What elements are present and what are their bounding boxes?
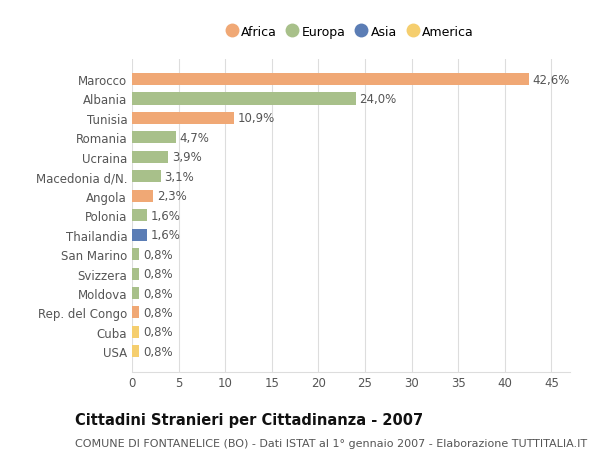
- Bar: [132, 346, 139, 358]
- Text: 1,6%: 1,6%: [151, 229, 181, 241]
- Bar: [132, 112, 233, 125]
- Bar: [132, 190, 154, 202]
- Text: Cittadini Stranieri per Cittadinanza - 2007: Cittadini Stranieri per Cittadinanza - 2…: [75, 413, 423, 428]
- Bar: [132, 229, 147, 241]
- Bar: [132, 307, 139, 319]
- Text: 3,9%: 3,9%: [172, 151, 202, 164]
- Text: 0,8%: 0,8%: [143, 248, 173, 261]
- Text: 0,8%: 0,8%: [143, 345, 173, 358]
- Bar: [132, 93, 356, 105]
- Bar: [132, 151, 169, 163]
- Bar: [132, 74, 529, 86]
- Text: COMUNE DI FONTANELICE (BO) - Dati ISTAT al 1° gennaio 2007 - Elaborazione TUTTIT: COMUNE DI FONTANELICE (BO) - Dati ISTAT …: [75, 438, 587, 448]
- Legend: Africa, Europa, Asia, America: Africa, Europa, Asia, America: [224, 22, 478, 43]
- Text: 3,1%: 3,1%: [164, 170, 194, 184]
- Text: 2,3%: 2,3%: [157, 190, 187, 203]
- Bar: [132, 132, 176, 144]
- Bar: [132, 171, 161, 183]
- Text: 24,0%: 24,0%: [359, 93, 397, 106]
- Text: 10,9%: 10,9%: [238, 112, 275, 125]
- Text: 0,8%: 0,8%: [143, 287, 173, 300]
- Bar: [132, 268, 139, 280]
- Text: 0,8%: 0,8%: [143, 268, 173, 280]
- Text: 0,8%: 0,8%: [143, 326, 173, 339]
- Bar: [132, 248, 139, 261]
- Text: 1,6%: 1,6%: [151, 209, 181, 222]
- Bar: [132, 326, 139, 338]
- Bar: [132, 210, 147, 222]
- Text: 0,8%: 0,8%: [143, 306, 173, 319]
- Text: 4,7%: 4,7%: [179, 132, 209, 145]
- Bar: [132, 287, 139, 299]
- Text: 42,6%: 42,6%: [533, 73, 570, 86]
